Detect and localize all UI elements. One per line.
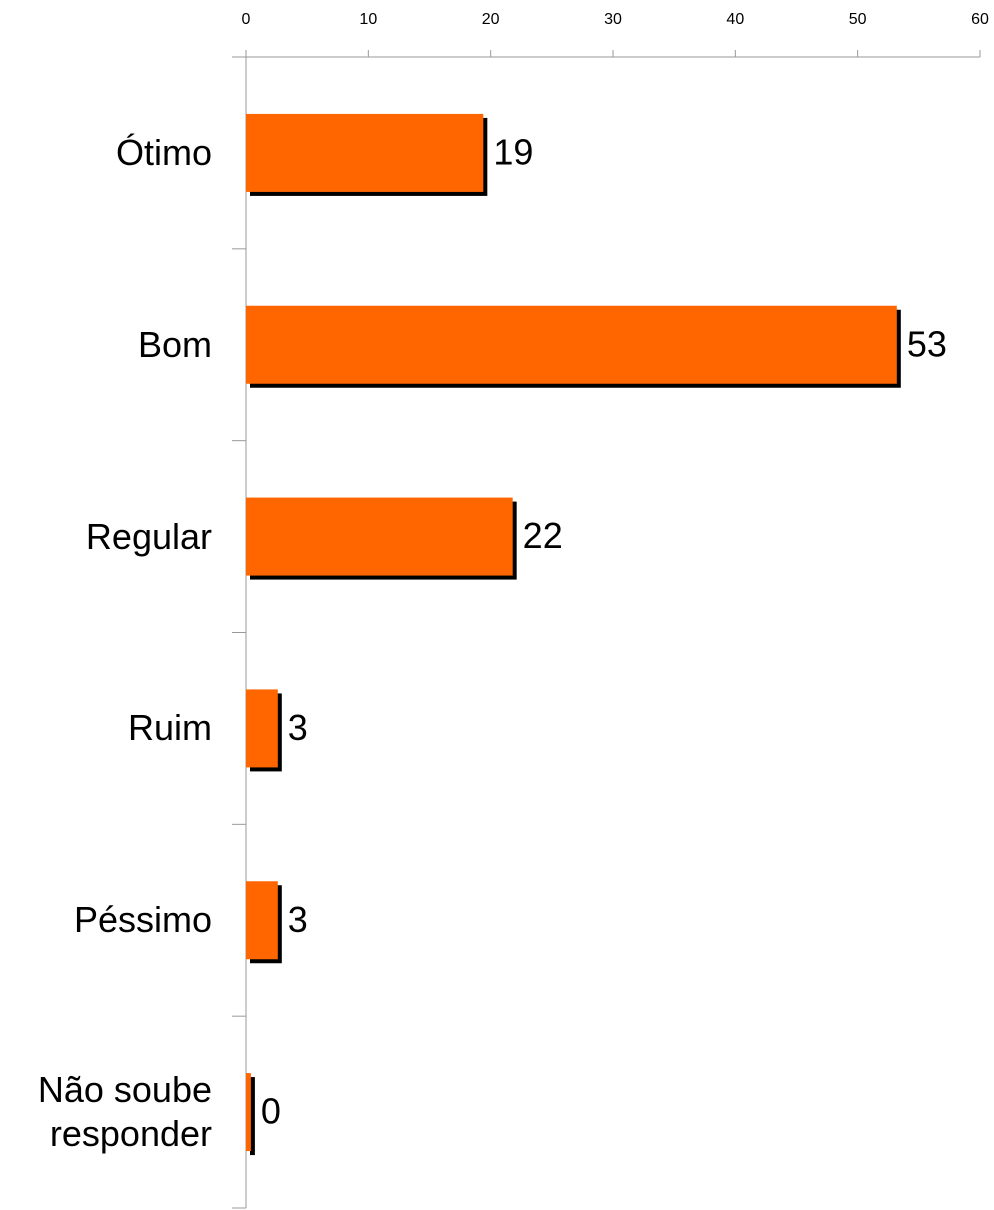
y-tick-label: Péssimo (73, 899, 212, 941)
bar (246, 497, 513, 576)
value-label: 53 (907, 323, 947, 364)
x-tick-label: 50 (849, 11, 867, 28)
bar (246, 689, 278, 768)
y-tick-label: Não soube responder (37, 1069, 212, 1155)
y-tick-label: Bom (137, 323, 212, 365)
y-tick-label: Regular (85, 515, 212, 557)
bar (246, 113, 484, 192)
x-tick-label: 30 (604, 11, 622, 28)
value-label: 22 (523, 515, 563, 556)
value-label: 0 (261, 1091, 281, 1132)
value-label: 3 (288, 899, 308, 940)
value-label: 19 (493, 131, 533, 172)
x-tick-label: 0 (242, 11, 251, 28)
x-tick-label: 10 (359, 11, 377, 28)
bar (246, 881, 278, 960)
bar (246, 1073, 251, 1152)
y-tick-label: Ruim (127, 707, 212, 749)
y-tick-label: Ótimo (115, 131, 212, 173)
x-tick-label: 60 (971, 11, 989, 28)
bar-shadow (250, 1077, 255, 1156)
x-tick-label: 40 (726, 11, 744, 28)
x-tick-label: 20 (482, 11, 500, 28)
value-label: 3 (288, 707, 308, 748)
bar (246, 305, 897, 384)
